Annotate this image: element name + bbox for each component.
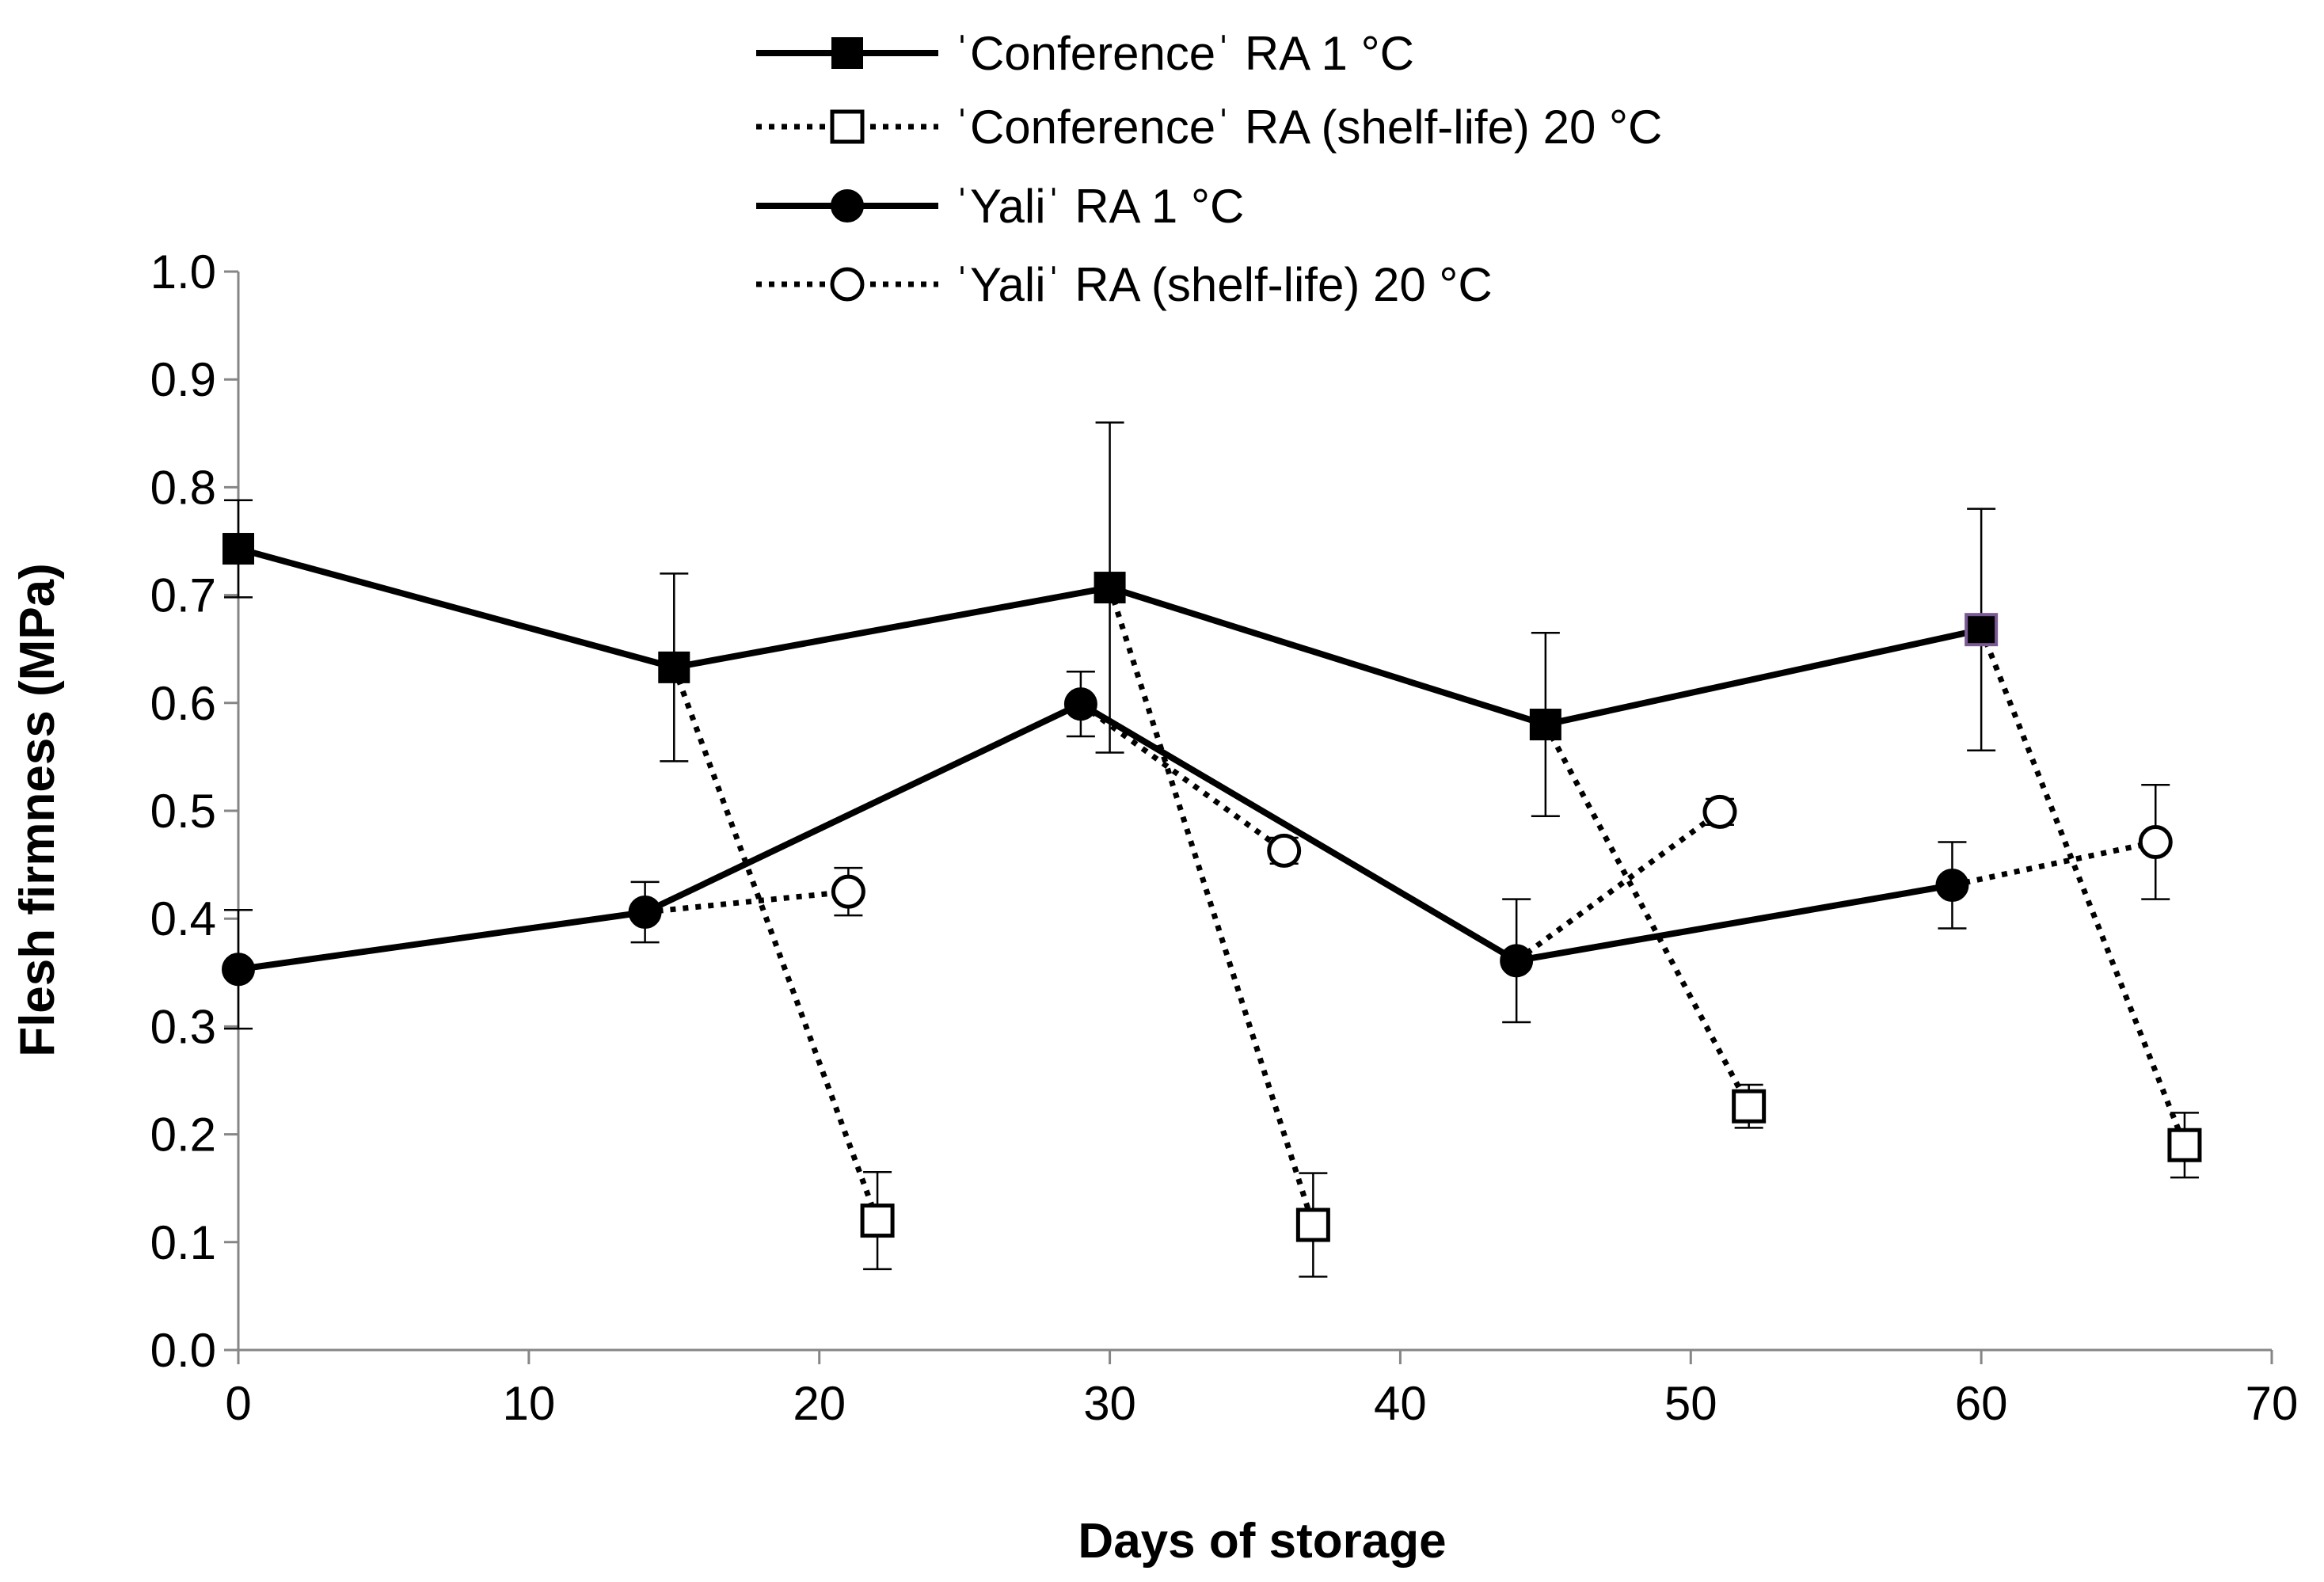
x-tick-label: 70 — [2246, 1377, 2299, 1430]
data-point — [223, 533, 254, 565]
x-tick-label: 40 — [1374, 1377, 1427, 1430]
data-point — [1702, 794, 1737, 829]
shelf-life-line — [1078, 702, 1286, 854]
data-markers — [222, 533, 2202, 1242]
data-point — [1063, 687, 1097, 721]
axes: 0 10 20 30 40 50 60 70 0.0 0.1 0.2 0.3 0.4 0.5 0.6 0.7 0… — [150, 245, 2299, 1430]
data-point — [222, 953, 255, 987]
y-tick-label: 1.0 — [150, 245, 216, 299]
data-point — [860, 1204, 895, 1238]
data-point — [2138, 824, 2173, 859]
y-tick-label: 0.4 — [150, 892, 216, 945]
legend-label: ˈConferenceˈ RA (shelf-life) 20 °C — [954, 101, 1662, 154]
y-tick-label: 0.0 — [150, 1324, 216, 1377]
legend-marker — [830, 109, 865, 144]
x-axis-title: Days of storage — [1078, 1514, 1446, 1569]
y-tick-label: 0.9 — [150, 353, 216, 406]
data-point — [628, 896, 662, 930]
data-point — [1965, 613, 1999, 647]
data-point — [1500, 944, 1534, 978]
x-tick-label: 60 — [1955, 1377, 2008, 1430]
y-tick-label: 0.7 — [150, 569, 216, 622]
data-point — [1094, 572, 1126, 604]
series-line — [238, 701, 1953, 973]
data-point — [1935, 868, 1969, 902]
legend-marker — [831, 189, 864, 222]
data-point — [1732, 1089, 1767, 1124]
x-tick-label: 20 — [793, 1377, 846, 1430]
y-tick-label: 0.8 — [150, 461, 216, 514]
shelf-life-line — [671, 666, 881, 1222]
data-point — [1295, 1207, 1330, 1242]
legend-label: ˈYaliˈ RA 1 °C — [954, 180, 1244, 233]
y-axis-title: Flesh firmness (MPa) — [10, 563, 65, 1057]
y-tick-label: 0.6 — [150, 677, 216, 730]
legend-marker — [831, 37, 863, 69]
y-tick-label: 0.2 — [150, 1109, 216, 1162]
error-bars — [224, 421, 2199, 1278]
y-tick-label: 0.1 — [150, 1216, 216, 1269]
shelf-life-line — [1951, 839, 2156, 888]
data-point — [1529, 709, 1561, 741]
shelf-life-line — [1107, 587, 1316, 1226]
y-tick-label: 0.5 — [150, 785, 216, 838]
x-tick-label: 30 — [1083, 1377, 1136, 1430]
shelf-life-line — [645, 888, 849, 915]
data-point — [658, 651, 690, 683]
shelf-life-line — [1542, 723, 1752, 1108]
shelf-life-line — [1978, 628, 2188, 1147]
legend-marker — [830, 267, 865, 302]
legend: ˈConferenceˈ RA 1 °C ˈConferenceˈ RA (she… — [756, 27, 1662, 311]
shelf-life-line — [1515, 809, 1722, 964]
x-tick-label: 0 — [225, 1377, 251, 1430]
series-lines — [237, 546, 2188, 1226]
data-point — [831, 874, 865, 909]
legend-label: ˈYaliˈ RA (shelf-life) 20 °C — [954, 258, 1493, 311]
data-point — [2167, 1128, 2202, 1162]
x-tick-label: 10 — [502, 1377, 555, 1430]
data-point — [1267, 833, 1302, 868]
y-tick-label: 0.3 — [150, 1000, 216, 1053]
x-tick-label: 50 — [1664, 1377, 1717, 1430]
legend-label: ˈConferenceˈ RA 1 °C — [954, 27, 1414, 80]
